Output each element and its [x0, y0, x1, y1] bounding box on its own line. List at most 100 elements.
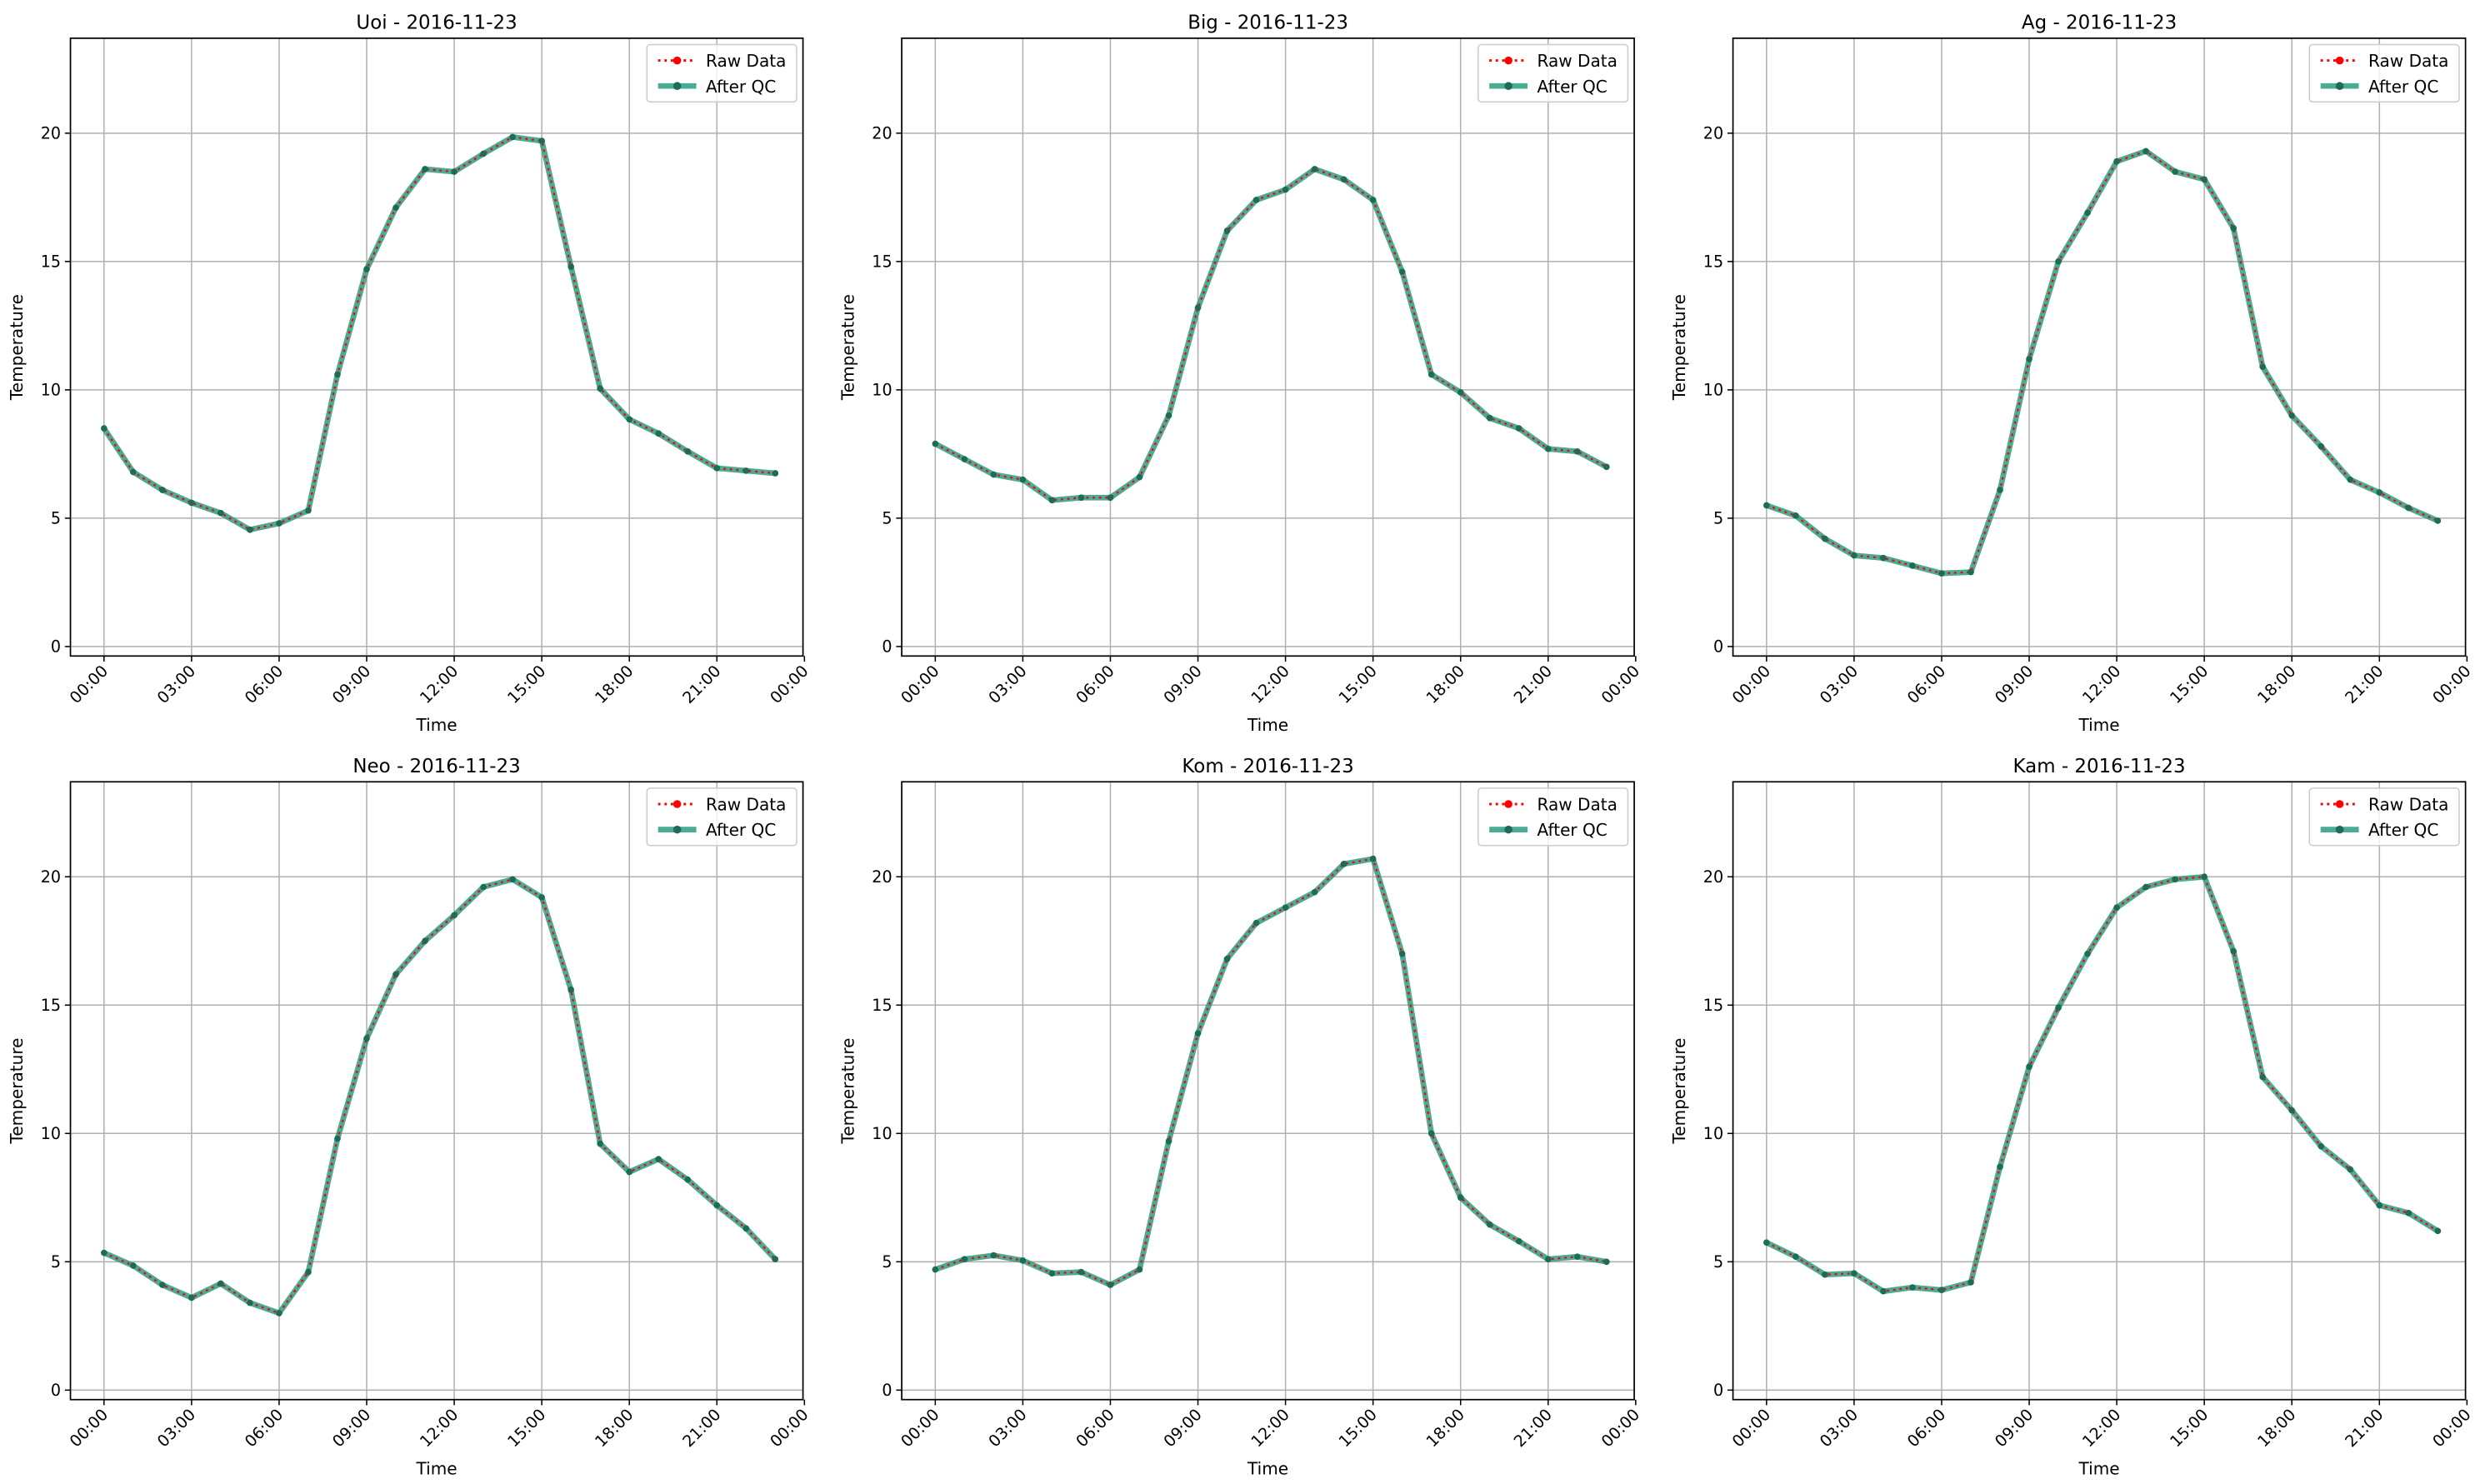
series-after-qc	[934, 855, 1608, 1288]
data-point	[990, 1252, 998, 1259]
x-tick-label: 18:00	[1422, 1405, 1468, 1451]
y-tick-label: 10	[41, 381, 61, 400]
legend: Raw Data After QC	[2308, 43, 2460, 103]
legend-label-qc: After QC	[706, 77, 776, 97]
y-tick-label: 5	[51, 1252, 61, 1272]
data-point	[1573, 1253, 1581, 1260]
data-point	[1544, 445, 1552, 452]
x-tick-label: 09:00	[328, 662, 374, 707]
y-tick-label: 20	[41, 867, 61, 887]
y-tick-label: 15	[41, 996, 61, 1015]
data-point	[1909, 562, 1916, 569]
legend-qc-marker	[1504, 82, 1512, 90]
y-tick-label: 0	[51, 637, 61, 657]
data-point	[2230, 947, 2238, 955]
data-point	[1428, 1130, 1435, 1137]
data-point	[2201, 873, 2208, 881]
y-tick-label: 5	[882, 1252, 892, 1272]
data-point	[1165, 412, 1172, 419]
y-tick-label: 15	[41, 252, 61, 272]
data-point	[130, 1262, 137, 1269]
data-point	[2405, 1209, 2412, 1217]
legend: Raw Data After QC	[646, 43, 798, 103]
axes-frame	[1732, 37, 2467, 657]
x-tick-label: 03:00	[1816, 662, 1862, 707]
x-axis-label: Time	[1247, 715, 1288, 735]
subplot-title: Uoi - 2016-11-23	[356, 12, 517, 33]
data-point	[392, 204, 399, 211]
data-point	[1428, 371, 1435, 378]
data-point	[2288, 412, 2296, 419]
series-raw-data	[934, 167, 1608, 502]
data-point	[2172, 876, 2178, 883]
subplot-title: Kam - 2016-11-23	[2013, 756, 2186, 777]
x-tick-label: 21:00	[678, 1405, 724, 1451]
y-tick-label: 10	[41, 1124, 61, 1143]
subplot-4: 00:00 03:00 06:00 09:00 12:00 15:00 18:00 21:00…	[7, 756, 812, 1479]
x-tick-label: 00:00	[1728, 662, 1774, 707]
y-axis-label: Temperature	[7, 294, 27, 401]
data-point	[538, 894, 545, 901]
data-point	[772, 470, 779, 477]
x-tick-label: 12:00	[1248, 1405, 1293, 1451]
legend: Raw Data After QC	[646, 787, 798, 847]
x-tick-label: 09:00	[1160, 1405, 1206, 1451]
x-tick-label: 18:00	[1422, 662, 1468, 707]
data-point	[1398, 268, 1406, 275]
data-point	[2230, 224, 2238, 232]
data-point	[1968, 568, 1974, 576]
series-after-qc	[102, 876, 778, 1317]
y-tick-label: 10	[872, 1124, 892, 1143]
data-point	[2026, 1063, 2032, 1071]
legend-qc-marker	[2335, 825, 2344, 834]
data-point	[1486, 1221, 1493, 1228]
y-axis-label: Temperature	[7, 1038, 27, 1145]
x-tick-label: 15:00	[1335, 1405, 1381, 1451]
data-point	[1486, 414, 1493, 422]
data-point	[1603, 463, 1610, 471]
data-point	[159, 487, 166, 493]
x-tick-label: 21:00	[1510, 662, 1556, 707]
subplot-title: Kom - 2016-11-23	[1182, 756, 1353, 777]
data-point	[1515, 1237, 1522, 1245]
x-tick-label: 00:00	[1598, 1405, 1643, 1451]
data-point	[509, 876, 516, 883]
data-point	[1369, 197, 1377, 203]
y-tick-label: 5	[1713, 509, 1723, 528]
x-tick-label: 12:00	[416, 1405, 462, 1451]
x-tick-label: 12:00	[2078, 1405, 2124, 1451]
x-tick-label: 00:00	[766, 1405, 812, 1451]
data-point	[2288, 1107, 2296, 1114]
x-tick-label: 06:00	[241, 1405, 287, 1451]
legend-label-qc: After QC	[706, 820, 776, 840]
data-point	[1457, 389, 1464, 396]
data-point	[1223, 227, 1231, 234]
data-point	[363, 266, 370, 272]
x-tick-label: 09:00	[1991, 1405, 2037, 1451]
data-point	[100, 425, 108, 432]
data-point	[247, 1299, 253, 1307]
y-tick-label: 5	[882, 509, 892, 528]
data-point	[1340, 861, 1348, 867]
data-point	[1223, 955, 1231, 962]
x-tick-label: 21:00	[2341, 1405, 2387, 1451]
series-after-qc	[1765, 147, 2439, 577]
data-point	[2142, 883, 2149, 891]
y-tick-label: 10	[872, 381, 892, 400]
data-point	[2172, 168, 2178, 175]
y-tick-label: 5	[1713, 1252, 1723, 1272]
data-point	[655, 1156, 662, 1162]
data-point	[159, 1282, 166, 1288]
y-tick-label: 10	[1703, 1124, 1723, 1143]
x-tick-label: 06:00	[1903, 662, 1949, 707]
series-raw-data	[102, 136, 776, 531]
legend-label-raw: Raw Data	[2368, 51, 2448, 71]
data-point	[2084, 209, 2091, 217]
data-point	[2347, 1166, 2354, 1173]
x-tick-label: 18:00	[591, 1405, 637, 1451]
y-axis-label: Temperature	[1669, 1038, 1689, 1145]
legend-raw-marker	[2335, 800, 2344, 808]
data-point	[188, 499, 195, 507]
y-axis-label: Temperature	[838, 294, 858, 401]
data-point	[1997, 1163, 2003, 1171]
